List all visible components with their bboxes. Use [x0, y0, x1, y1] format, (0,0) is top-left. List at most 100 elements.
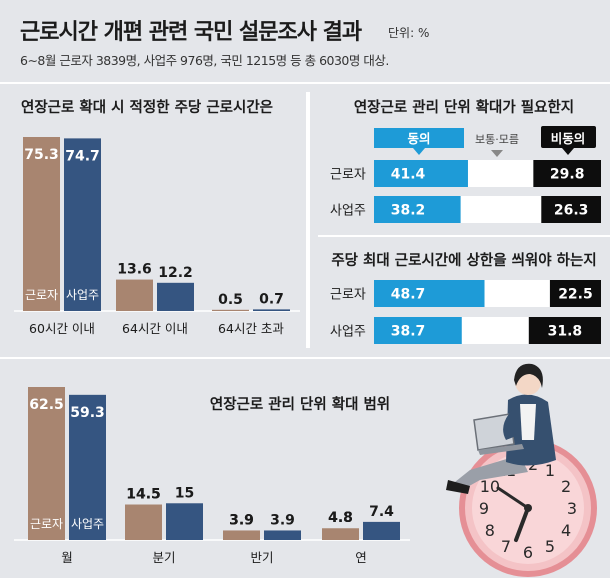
chart4-legend-label: 근로자: [30, 517, 63, 531]
clock-center-icon: [524, 504, 532, 512]
chart2-value-disagree: 26.3: [554, 203, 589, 219]
chart3-value-disagree: 31.8: [548, 324, 583, 340]
chart1-data-label: 75.3: [24, 147, 59, 163]
chart2-legend-neutral: 보통·모름: [475, 133, 519, 146]
chart2-segment-agree: [374, 160, 468, 187]
chart3-segment-neutral: [461, 317, 529, 344]
chart4-data-label: 4.8: [328, 510, 353, 526]
chart2-value-agree: 41.4: [391, 167, 426, 183]
laptop-icon: [473, 413, 515, 451]
chart4-category-label: 연: [355, 550, 367, 565]
laptop-base-icon: [478, 444, 524, 455]
chart2-legend-disagree-pointer-icon: [562, 148, 574, 155]
chart1-bar: [253, 309, 290, 311]
page-title: 근로시간 개편 관련 국민 설문조사 결과: [20, 20, 362, 45]
clock-numeral: 3: [567, 499, 577, 518]
woman-legs-icon: [455, 455, 528, 490]
woman-shirt-icon: [520, 404, 536, 440]
clock-numeral: 1: [545, 461, 555, 480]
chart4-data-label: 59.3: [70, 405, 105, 421]
chart2-row-label: 사업주: [330, 204, 366, 219]
woman-shoe-icon: [446, 480, 470, 494]
divider-middle: [0, 357, 610, 359]
chart4-data-label: 3.9: [229, 512, 254, 528]
page-subtitle: 6∼8월 근로자 3839명, 사업주 976명, 국민 1215명 등 총 6…: [20, 53, 389, 68]
chart2-segment-disagree: [533, 160, 601, 187]
chart2-legend-disagree: 비동의: [551, 131, 586, 146]
clock-minute-hand-icon: [496, 486, 530, 510]
chart4-legend-label: 사업주: [71, 517, 104, 531]
chart2-value-disagree: 29.8: [550, 167, 585, 183]
chart1-bar: [64, 138, 101, 311]
chart4-bar: [223, 530, 260, 540]
chart4-data-label: 4.8: [328, 510, 353, 526]
chart4-bar: [28, 387, 65, 540]
clock-numeral: 8: [485, 521, 495, 540]
chart2-title: 연장근로 관리 단위 확대가 필요한지: [354, 98, 574, 116]
chart1-category-label: 64시간 이내: [122, 321, 188, 336]
chart2-segment-disagree: [541, 196, 601, 223]
chart2-legend-neutral-pointer-icon: [491, 150, 503, 157]
chart4-bar: [322, 528, 359, 540]
chart3-segment-disagree: [528, 317, 601, 344]
chart4-data-label: 7.4: [369, 504, 394, 520]
chart1-bar: [116, 279, 153, 311]
chart1-legend-label: 근로자: [25, 288, 58, 302]
clock-numeral: 10: [480, 477, 500, 496]
woman-arm-icon: [503, 410, 520, 440]
chart2-legend-agree-box: [374, 128, 464, 148]
chart3-value-agree: 48.7: [391, 287, 426, 303]
chart4-bar: [264, 530, 301, 540]
chart1-category-label: 64시간 초과: [218, 321, 284, 336]
chart4-category-label: 분기: [152, 550, 175, 565]
clock-numeral: 5: [545, 537, 555, 556]
chart2-segment-agree: [374, 196, 461, 223]
unit-label: 단위: %: [388, 26, 430, 40]
chart1-bar: [157, 282, 194, 311]
chart2-segment-neutral: [460, 196, 542, 223]
chart2-legend-agree: 동의: [407, 131, 430, 146]
chart3-value-agree: 38.7: [391, 324, 426, 340]
chart2-segment-neutral: [467, 160, 534, 187]
chart1-bar: [23, 137, 60, 311]
divider-right-middle: [318, 235, 610, 237]
clock-numeral: 7: [501, 537, 511, 556]
clock-numeral: 9: [479, 499, 489, 518]
chart2-legend-disagree-box: [541, 126, 596, 148]
chart4-title: 연장근로 관리 단위 확대 범위: [210, 395, 390, 413]
chart1-legend-label: 사업주: [66, 288, 99, 302]
clock-hour-hand-icon: [514, 506, 530, 542]
chart1-category-label: 60시간 이내: [29, 321, 95, 336]
chart4-bar: [69, 394, 106, 540]
chart4-category-label: 월: [61, 550, 73, 565]
illustration-woman-clock-icon: 121234567891011: [446, 363, 597, 577]
chart1-data-label: 74.7: [65, 148, 100, 164]
chart4-category-label: 반기: [250, 550, 273, 565]
chart4-data-label: 62.5: [29, 397, 64, 413]
woman-hair-icon: [514, 363, 543, 388]
chart4-data-label: 14.5: [126, 487, 161, 503]
chart3-segment-agree: [374, 280, 485, 307]
chart3-row-label: 사업주: [330, 325, 366, 340]
chart2-value-agree: 38.2: [391, 203, 426, 219]
chart4-bar: [166, 503, 203, 540]
chart2-legend-agree-pointer-icon: [413, 148, 425, 155]
chart3-segment-disagree: [549, 280, 601, 307]
chart4-data-label: 3.9: [270, 512, 295, 528]
chart3-segment-agree: [374, 317, 462, 344]
chart4-data-label: 3.9: [229, 512, 254, 528]
chart3-segment-neutral: [484, 280, 550, 307]
clock-numeral: 4: [561, 521, 571, 540]
divider-vertical: [306, 92, 310, 348]
chart1-bar: [212, 309, 249, 311]
chart3-title: 주당 최대 근로시간에 상한을 씌워야 하는지: [331, 251, 596, 269]
chart1-data-label: 13.6: [117, 262, 152, 278]
chart1-data-label: 0.5: [218, 292, 243, 308]
chart2-row-label: 근로자: [330, 168, 366, 183]
chart4-data-label: 15: [175, 485, 194, 501]
clock-numeral: 6: [523, 543, 533, 562]
chart1-title: 연장근로 확대 시 적정한 주당 근로시간은: [21, 98, 273, 116]
chart3-row-label: 근로자: [330, 288, 366, 303]
chart4-bar: [125, 504, 162, 540]
chart1-data-label: 0.7: [259, 291, 284, 307]
